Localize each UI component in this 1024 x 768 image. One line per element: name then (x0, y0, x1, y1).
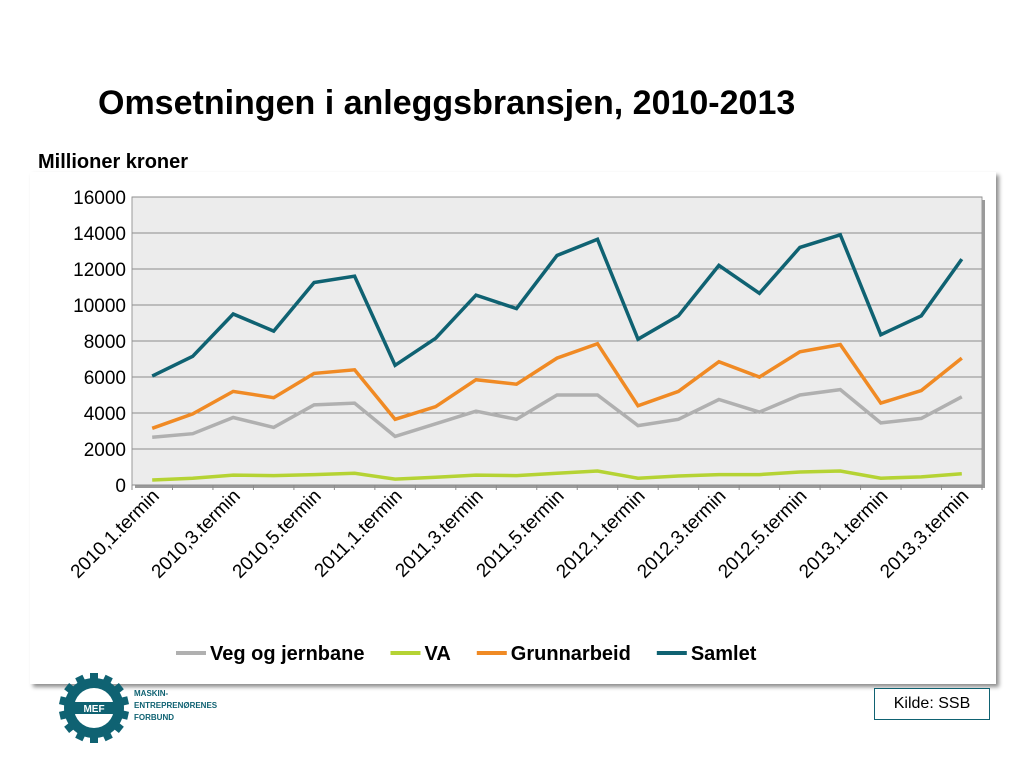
source-label: Kilde: SSB (874, 688, 990, 720)
logo-line-3: FORBUND (134, 713, 174, 722)
y-tick-label: 6000 (84, 368, 126, 389)
gear-icon (58, 673, 130, 743)
y-tick-label: 0 (115, 476, 126, 497)
series-line-veg-og-jernbane (152, 387, 963, 440)
y-tick-label: 8000 (84, 332, 126, 353)
y-tick-label: 12000 (73, 260, 126, 281)
y-unit-label: Millioner kroner (38, 151, 189, 173)
logo-line-1: MASKIN- (134, 689, 169, 698)
logo-badge-text: MEF (83, 704, 104, 715)
logo-line-2: ENTREPRENØRENES (134, 701, 218, 710)
y-tick-label: 14000 (73, 224, 126, 245)
y-tick-label: 2000 (84, 440, 126, 461)
legend-label: VA (424, 643, 450, 665)
legend-label: Samlet (691, 643, 757, 665)
slide-title: Omsetningen i anleggsbransjen, 2010-2013 (98, 84, 796, 122)
series-line-va (152, 469, 962, 482)
y-tick-label: 16000 (73, 188, 126, 209)
mef-logo[interactable]: MEF MASKIN- ENTREPRENØRENES FORBUND (54, 670, 254, 750)
series-line-grunnarbeid (151, 341, 963, 430)
line-chart: 0200040006000800010000120001400016000201… (67, 188, 985, 665)
legend-label: Veg og jernbane (210, 643, 364, 665)
legend-label: Grunnarbeid (511, 643, 631, 665)
chart-panel: 0 2000 4000 6000 8000 10000 12000 14000 16000 201… (30, 172, 996, 684)
series-line-samlet (151, 232, 964, 378)
y-tick-label: 4000 (84, 404, 126, 425)
y-tick-label: 10000 (73, 296, 126, 317)
